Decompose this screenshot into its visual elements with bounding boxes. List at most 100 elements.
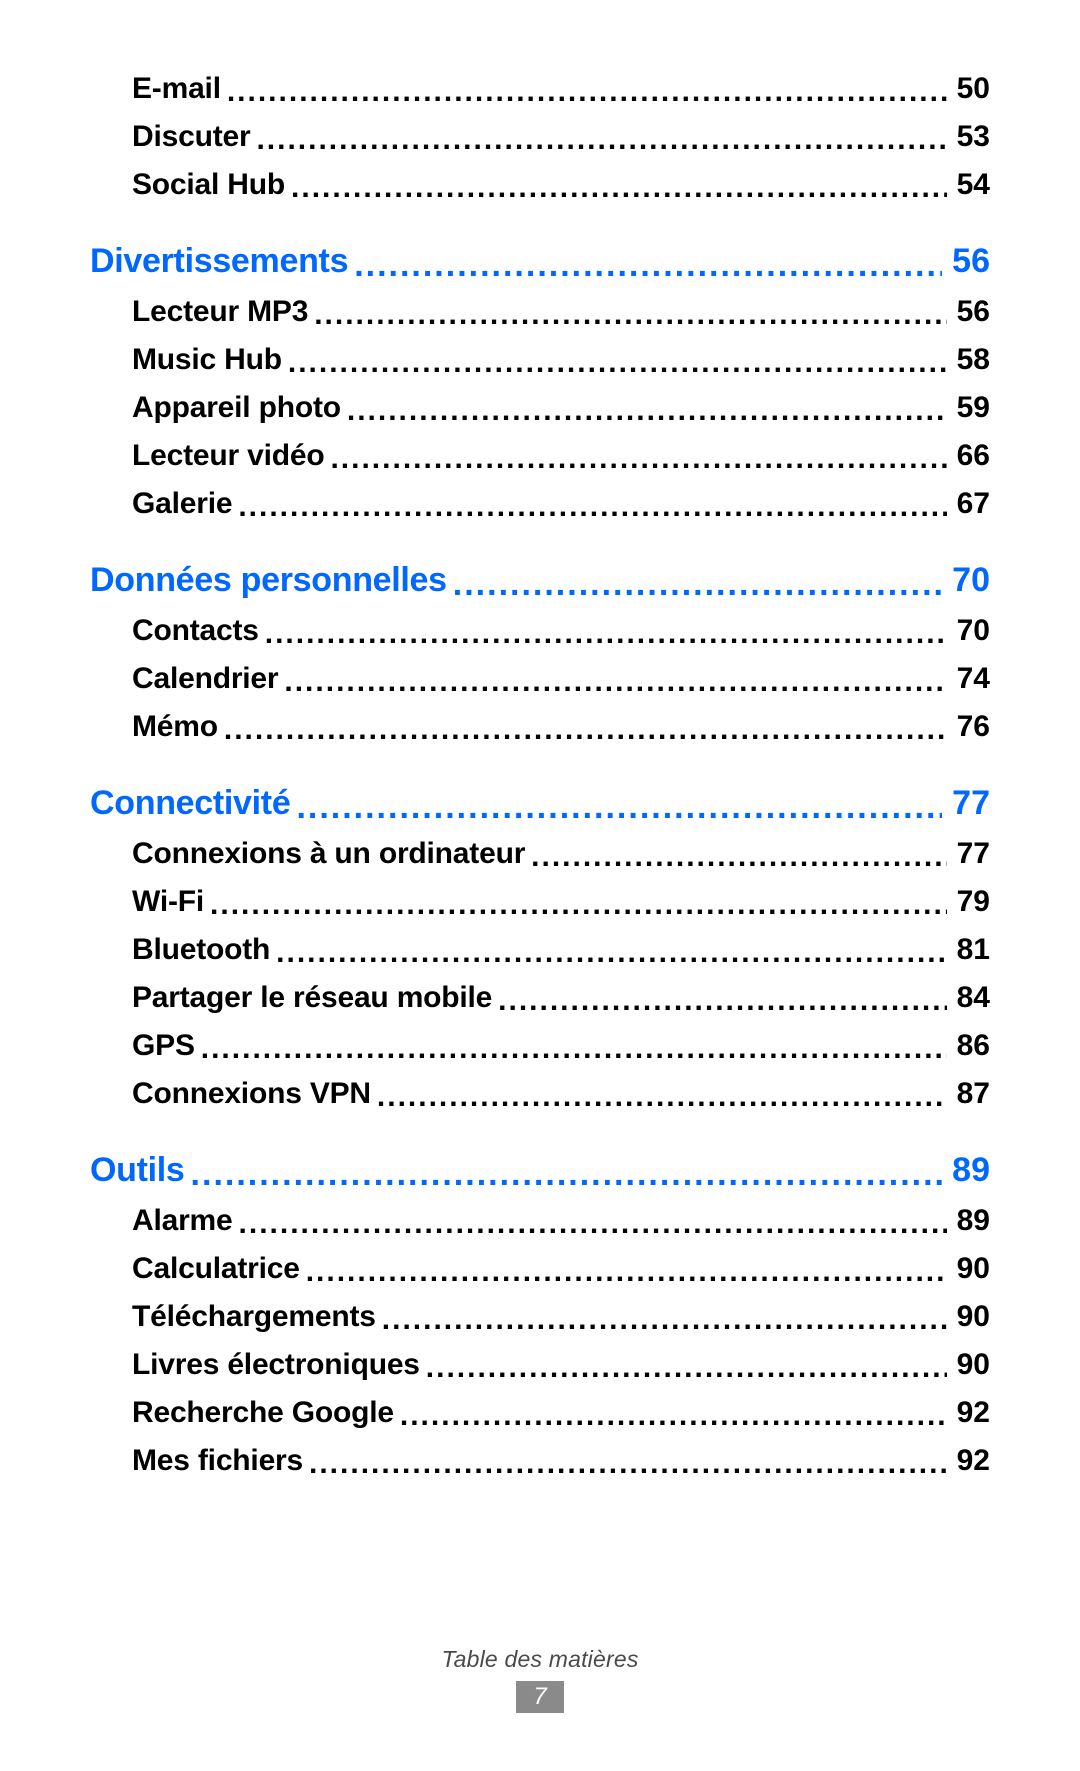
- toc-sub-row[interactable]: Appareil photo..........................…: [90, 391, 990, 425]
- toc-sub-row[interactable]: GPS.....................................…: [90, 1029, 990, 1063]
- toc-leaders: ........................................…: [256, 123, 946, 157]
- toc-sub-row[interactable]: E-mail..................................…: [90, 72, 990, 106]
- toc-entry-label: Wi-Fi: [132, 885, 210, 919]
- toc-sub-row[interactable]: Calculatrice............................…: [90, 1252, 990, 1286]
- toc-leaders: ........................................…: [210, 888, 947, 922]
- toc-leaders: ........................................…: [288, 346, 947, 380]
- toc-leaders: ........................................…: [239, 1207, 947, 1241]
- toc-leaders: ........................................…: [306, 1255, 947, 1289]
- toc-entry-label: Divertissements: [90, 242, 354, 281]
- toc-sub-row[interactable]: Alarme..................................…: [90, 1204, 990, 1238]
- toc-entry-label: Calculatrice: [132, 1252, 306, 1286]
- toc-sub-row[interactable]: Partager le réseau mobile...............…: [90, 981, 990, 1015]
- toc-leaders: ........................................…: [201, 1032, 947, 1066]
- toc-entry-page: 81: [947, 933, 990, 967]
- toc-leaders: ........................................…: [382, 1303, 947, 1337]
- toc-entry-page: 56: [947, 295, 990, 329]
- toc-entry-page: 77: [947, 837, 990, 871]
- toc-entry-page: 86: [947, 1029, 990, 1063]
- toc-leaders: ........................................…: [400, 1399, 947, 1433]
- toc-sub-row[interactable]: Galerie.................................…: [90, 487, 990, 521]
- toc-entry-label: Social Hub: [132, 168, 291, 202]
- toc-leaders: ........................................…: [265, 617, 947, 651]
- toc-entry-label: Recherche Google: [132, 1396, 400, 1430]
- toc-entry-page: 90: [947, 1348, 990, 1382]
- toc-sub-row[interactable]: Music Hub...............................…: [90, 343, 990, 377]
- toc-section-row[interactable]: Données personnelles....................…: [90, 561, 990, 600]
- toc-entry-page: 87: [947, 1077, 990, 1111]
- toc-entry-label: Lecteur MP3: [132, 295, 314, 329]
- toc-leaders: ........................................…: [191, 1155, 943, 1194]
- toc-leaders: ........................................…: [347, 394, 947, 428]
- toc-entry-page: 90: [947, 1252, 990, 1286]
- toc-section-row[interactable]: Connectivité............................…: [90, 784, 990, 823]
- toc-entry-label: GPS: [132, 1029, 201, 1063]
- toc-leaders: ........................................…: [224, 713, 947, 747]
- toc-entry-page: 59: [947, 391, 990, 425]
- toc-entry-label: Livres électroniques: [132, 1348, 426, 1382]
- toc-entry-label: Partager le réseau mobile: [132, 981, 498, 1015]
- footer-caption: Table des matières: [0, 1646, 1080, 1673]
- toc-leaders: ........................................…: [296, 788, 942, 827]
- toc-sub-row[interactable]: Connexions VPN..........................…: [90, 1077, 990, 1111]
- toc-leaders: ........................................…: [377, 1080, 947, 1114]
- toc-leaders: ........................................…: [531, 840, 946, 874]
- toc-entry-page: 76: [947, 710, 990, 744]
- toc-sub-row[interactable]: Lecteur vidéo...........................…: [90, 439, 990, 473]
- toc-entry-label: Contacts: [132, 614, 265, 648]
- toc-entry-page: 79: [947, 885, 990, 919]
- toc-sub-row[interactable]: Bluetooth...............................…: [90, 933, 990, 967]
- toc-leaders: ........................................…: [227, 75, 947, 109]
- toc-leaders: ........................................…: [309, 1447, 947, 1481]
- table-of-contents: E-mail..................................…: [90, 72, 990, 1478]
- toc-entry-page: 89: [942, 1151, 990, 1190]
- toc-sub-row[interactable]: Wi-Fi...................................…: [90, 885, 990, 919]
- toc-sub-row[interactable]: Mémo....................................…: [90, 710, 990, 744]
- toc-entry-label: Outils: [90, 1151, 191, 1190]
- toc-entry-page: 56: [942, 242, 990, 281]
- toc-entry-label: Calendrier: [132, 662, 284, 696]
- page: E-mail..................................…: [0, 0, 1080, 1771]
- toc-leaders: ........................................…: [354, 246, 942, 285]
- toc-sub-row[interactable]: Recherche Google........................…: [90, 1396, 990, 1430]
- toc-sub-row[interactable]: Mes fichiers............................…: [90, 1444, 990, 1478]
- toc-entry-page: 92: [947, 1444, 990, 1478]
- toc-sub-row[interactable]: Contacts................................…: [90, 614, 990, 648]
- toc-entry-label: Mémo: [132, 710, 224, 744]
- toc-sub-row[interactable]: Lecteur MP3.............................…: [90, 295, 990, 329]
- toc-entry-label: E-mail: [132, 72, 227, 106]
- toc-entry-label: Données personnelles: [90, 561, 453, 600]
- toc-sub-row[interactable]: Discuter................................…: [90, 120, 990, 154]
- toc-section-row[interactable]: Divertissements.........................…: [90, 242, 990, 281]
- toc-section-row[interactable]: Outils..................................…: [90, 1151, 990, 1190]
- toc-entry-label: Connexions à un ordinateur: [132, 837, 531, 871]
- toc-sub-row[interactable]: Calendrier..............................…: [90, 662, 990, 696]
- toc-entry-label: Connectivité: [90, 784, 296, 823]
- toc-leaders: ........................................…: [238, 490, 946, 524]
- toc-entry-label: Lecteur vidéo: [132, 439, 330, 473]
- toc-leaders: ........................................…: [426, 1351, 947, 1385]
- toc-leaders: ........................................…: [330, 442, 946, 476]
- toc-sub-row[interactable]: Social Hub..............................…: [90, 168, 990, 202]
- toc-entry-page: 89: [947, 1204, 990, 1238]
- toc-entry-label: Bluetooth: [132, 933, 276, 967]
- toc-entry-page: 50: [947, 72, 990, 106]
- toc-entry-page: 74: [947, 662, 990, 696]
- toc-sub-row[interactable]: Téléchargements.........................…: [90, 1300, 990, 1334]
- toc-entry-label: Discuter: [132, 120, 256, 154]
- toc-entry-label: Téléchargements: [132, 1300, 382, 1334]
- toc-entry-page: 58: [947, 343, 990, 377]
- toc-entry-page: 66: [947, 439, 990, 473]
- toc-entry-page: 70: [942, 561, 990, 600]
- toc-entry-label: Appareil photo: [132, 391, 347, 425]
- toc-leaders: ........................................…: [291, 171, 947, 205]
- toc-entry-page: 92: [947, 1396, 990, 1430]
- toc-entry-page: 54: [947, 168, 990, 202]
- toc-entry-label: Music Hub: [132, 343, 288, 377]
- toc-sub-row[interactable]: Livres électroniques....................…: [90, 1348, 990, 1382]
- toc-entry-page: 70: [947, 614, 990, 648]
- toc-entry-page: 53: [947, 120, 990, 154]
- toc-sub-row[interactable]: Connexions à un ordinateur..............…: [90, 837, 990, 871]
- toc-entry-label: Galerie: [132, 487, 238, 521]
- toc-leaders: ........................................…: [284, 665, 946, 699]
